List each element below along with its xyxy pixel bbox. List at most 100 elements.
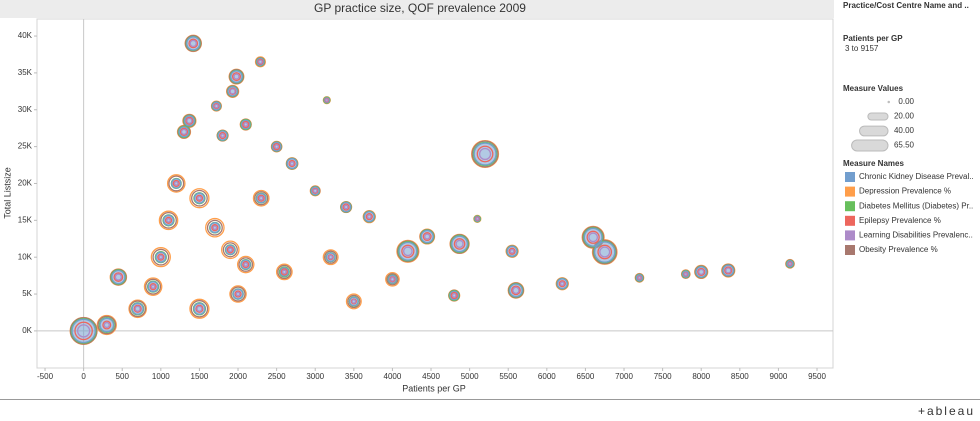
bubble: [74, 321, 93, 341]
size-legend-mark: [859, 125, 889, 137]
bubble: [512, 286, 520, 294]
x-tick-label: 0: [81, 372, 86, 381]
bubble: [231, 72, 242, 82]
y-tick-label: 5K: [22, 289, 32, 298]
bubble: [166, 217, 171, 223]
bubble: [324, 98, 329, 103]
size-legend-label: 20.00: [894, 112, 915, 121]
bubble: [389, 276, 396, 283]
bubble: [424, 233, 431, 240]
bubble: [343, 204, 349, 210]
bubble: [451, 293, 457, 298]
bubble: [312, 187, 319, 194]
bubble: [234, 290, 242, 298]
bubble: [455, 239, 464, 249]
x-tick-label: -500: [37, 372, 54, 381]
legend-swatch: [845, 245, 855, 255]
y-tick-label: 0K: [22, 326, 32, 335]
bubble: [102, 320, 112, 330]
bubble: [390, 276, 395, 282]
bubble: [164, 216, 173, 224]
bubble: [347, 294, 361, 309]
bubble: [599, 246, 611, 258]
bubble: [189, 39, 197, 48]
bubble: [277, 264, 292, 280]
logo: +ableau: [918, 404, 975, 418]
bubble: [242, 260, 250, 269]
legend-label: Obesity Prevalence %: [859, 245, 938, 254]
bubble: [211, 224, 219, 232]
bubble: [227, 247, 233, 253]
bubble: [229, 285, 247, 303]
bubble: [212, 225, 218, 231]
bubble: [402, 246, 413, 257]
x-tick-label: 3500: [345, 372, 363, 381]
bubble: [222, 242, 238, 258]
bubble: [476, 145, 494, 163]
x-tick-label: 2500: [268, 372, 286, 381]
bubble: [592, 239, 617, 265]
x-tick-label: 5500: [499, 372, 517, 381]
bubble: [453, 238, 466, 250]
bubble: [180, 128, 188, 135]
bubble: [129, 300, 147, 318]
bubble: [559, 281, 565, 287]
bubble: [365, 212, 373, 221]
title-bar: [0, 0, 834, 18]
bubble: [143, 277, 163, 296]
size-legend-mark: [887, 100, 890, 104]
bubble: [586, 230, 600, 244]
x-tick-label: 6500: [577, 372, 595, 381]
bubble: [184, 35, 202, 52]
bubble: [386, 273, 399, 286]
bubble: [471, 140, 499, 168]
bubble: [157, 253, 165, 261]
bubble: [114, 273, 123, 281]
x-tick-label: 3000: [306, 372, 324, 381]
bubble: [195, 194, 204, 202]
bubble: [185, 116, 194, 125]
chart-title: GP practice size, QOF prevalence 2009: [314, 1, 526, 15]
bubble: [450, 291, 458, 300]
bubble: [328, 254, 334, 260]
bubble: [724, 266, 733, 275]
bubble: [221, 240, 240, 260]
bubble: [278, 266, 290, 278]
bubble: [197, 195, 202, 201]
bubble: [113, 272, 124, 282]
bubble: [509, 248, 515, 254]
bubble: [351, 299, 357, 304]
bubble: [218, 131, 227, 140]
bubble: [242, 120, 250, 129]
bubble: [233, 73, 240, 80]
bubble: [149, 283, 157, 291]
bubble: [788, 261, 792, 266]
points: [69, 34, 795, 345]
bubble: [254, 56, 266, 68]
legend-label: Chronic Kidney Disease Preval..: [859, 172, 974, 181]
bubble: [697, 267, 706, 277]
bubble: [588, 232, 599, 243]
bubble: [96, 314, 117, 336]
x-tick-label: 1500: [191, 372, 209, 381]
bubble: [103, 321, 110, 329]
bubble: [230, 286, 246, 302]
bubble: [158, 254, 164, 260]
legend-swatch: [845, 201, 855, 212]
bubble: [396, 240, 419, 263]
bubble: [128, 299, 147, 319]
bubble: [322, 249, 339, 266]
bubble: [214, 103, 219, 109]
bubble: [228, 69, 245, 85]
plot-area: [36, 18, 834, 369]
bubble: [189, 298, 210, 319]
size-legend-label: 40.00: [894, 126, 915, 135]
bubble: [385, 271, 400, 287]
bubble: [240, 118, 252, 131]
range-filter-title: Patients per GP: [843, 34, 903, 43]
y-tick-label: 40K: [18, 31, 33, 40]
bubble: [401, 244, 415, 258]
legend-swatch: [845, 186, 855, 197]
legend-label: Diabetes Mellitus (Diabetes) Pr..: [859, 201, 973, 210]
